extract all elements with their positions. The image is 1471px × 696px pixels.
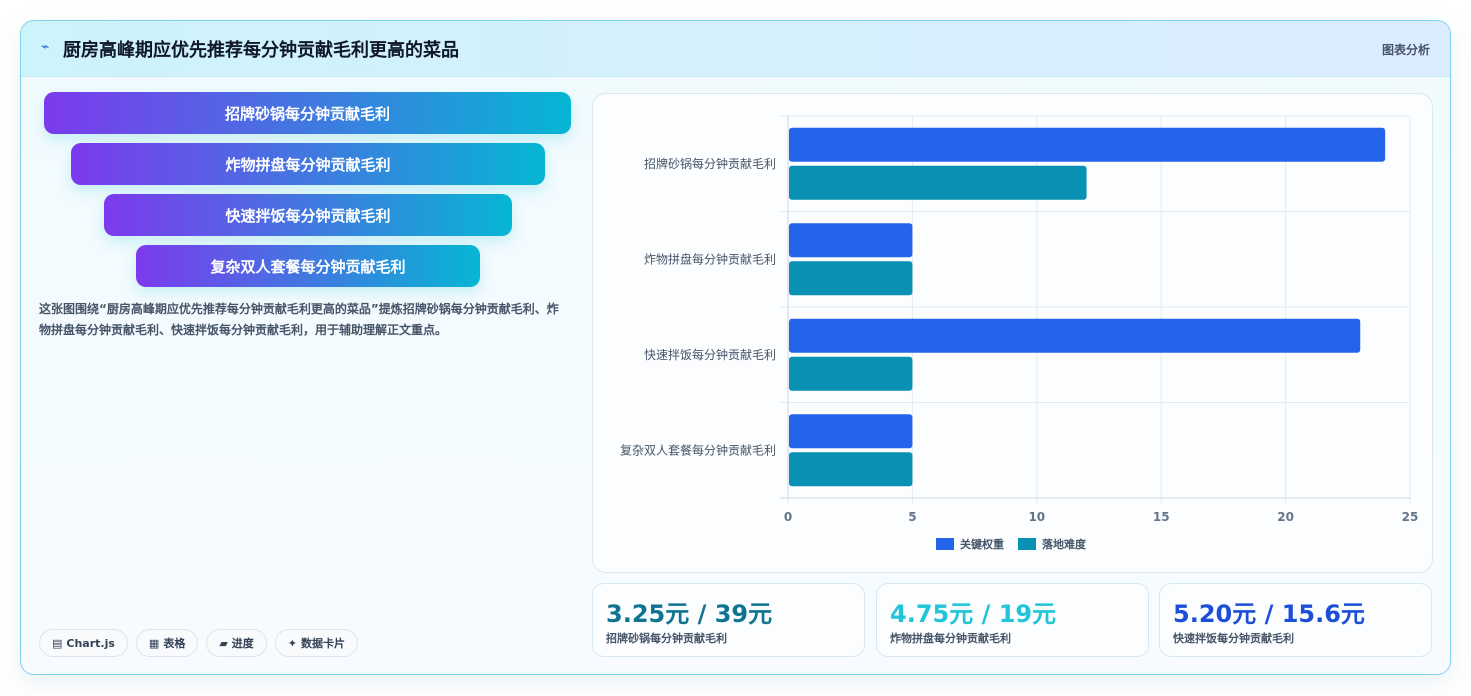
funnel-step-label: 炸物拼盘每分钟贡献毛利 — [225, 155, 391, 174]
stat-value: 4.75元 / 19元 — [890, 600, 1057, 628]
trend-icon: ⌁ — [41, 39, 50, 55]
legend-label: 落地难度 — [1042, 537, 1087, 551]
chart-panel: 0 5 10 15 20 25 招牌砂锅每分钟贡献毛利 炸物拼盘每分钟贡献毛利 快速拌饭每分钟贡… — [592, 93, 1433, 573]
funnel-step-label: 招牌砂锅每分钟贡献毛利 — [224, 104, 390, 123]
bar — [789, 318, 1361, 353]
y-tick-label: 招牌砂锅每分钟贡献毛利 — [644, 156, 776, 171]
bar — [789, 261, 913, 296]
x-tick-label: 10 — [1028, 510, 1045, 524]
chart-analysis-tag: 图表分析 — [1381, 43, 1430, 57]
legend-label: 关键权重 — [960, 537, 1004, 551]
pill-label: 进度 — [231, 637, 254, 650]
funnel-step: 快速拌饭每分钟贡献毛利 — [104, 194, 512, 236]
card-header: ⌁ 厨房高峰期应优先推荐每分钟贡献毛利更高的菜品 图表分析 — [21, 21, 1450, 77]
progress-icon: ▰ — [219, 636, 228, 650]
stat-value: 5.20元 / 15.6元 — [1173, 600, 1365, 628]
pill-label: 表格 — [163, 637, 186, 650]
page-title: 厨房高峰期应优先推荐每分钟贡献毛利更高的菜品 — [63, 40, 459, 61]
bar — [789, 127, 1386, 162]
x-tick-label: 20 — [1277, 510, 1294, 524]
bar — [789, 414, 913, 449]
chart-description: 这张图围绕“厨房高峰期应优先推荐每分钟贡献毛利更高的菜品”提炼招牌砂锅每分钟贡献… — [39, 302, 559, 337]
bar — [789, 165, 1087, 200]
pill-table[interactable]: ▦ 表格 — [135, 629, 199, 657]
y-tick-label: 复杂双人套餐每分钟贡献毛利 — [620, 442, 776, 457]
sparkle-icon: ✦ — [287, 636, 298, 650]
stat-card: 5.20元 / 15.6元 快速拌饭每分钟贡献毛利 — [1159, 583, 1432, 657]
funnel-step-label: 快速拌饭每分钟贡献毛利 — [225, 206, 391, 225]
y-tick-label: 快速拌饭每分钟贡献毛利 — [644, 347, 776, 362]
funnel-step-label: 复杂双人套餐每分钟贡献毛利 — [210, 257, 406, 276]
funnel-step: 招牌砂锅每分钟贡献毛利 — [44, 92, 571, 134]
legend-swatch — [936, 538, 954, 550]
pill-chartjs[interactable]: ▤ Chart.js — [39, 629, 128, 657]
funnel-step: 炸物拼盘每分钟贡献毛利 — [71, 143, 545, 185]
stat-label: 招牌砂锅每分钟贡献毛利 — [606, 632, 727, 645]
stat-label: 快速拌饭每分钟贡献毛利 — [1173, 632, 1294, 645]
pill-label: Chart.js — [66, 636, 115, 650]
stat-value: 3.25元 / 39元 — [606, 600, 773, 628]
table-icon: ▦ — [148, 636, 160, 650]
legend-swatch — [1018, 538, 1036, 550]
x-tick-label: 0 — [784, 510, 792, 524]
x-tick-label: 15 — [1153, 510, 1170, 524]
y-tick-label: 炸物拼盘每分钟贡献毛利 — [644, 251, 776, 266]
bar-chart: 0 5 10 15 20 25 招牌砂锅每分钟贡献毛利炸物拼盘每分钟贡献毛利快速拌饭每分钟贡… — [620, 115, 1419, 551]
bar — [789, 223, 913, 258]
stat-card: 3.25元 / 39元 招牌砂锅每分钟贡献毛利 — [592, 583, 865, 657]
bar — [789, 356, 913, 391]
stat-label: 炸物拼盘每分钟贡献毛利 — [890, 632, 1011, 645]
bar — [789, 452, 913, 487]
chart-icon: ▤ — [52, 636, 63, 650]
funnel-step: 复杂双人套餐每分钟贡献毛利 — [136, 245, 480, 287]
x-tick-label: 5 — [908, 510, 916, 524]
main-card: ⌁ 厨房高峰期应优先推荐每分钟贡献毛利更高的菜品 图表分析 招牌砂锅每分钟贡献毛… — [20, 20, 1451, 675]
stat-card: 4.75元 / 19元 炸物拼盘每分钟贡献毛利 — [876, 583, 1149, 657]
feature-pills: ▤ Chart.js ▦ 表格 ▰ 进度 ✦ 数据卡片 — [39, 629, 359, 657]
x-tick-label: 25 — [1402, 510, 1419, 524]
pill-data-card[interactable]: ✦ 数据卡片 — [274, 629, 359, 657]
pill-progress[interactable]: ▰ 进度 — [206, 629, 267, 657]
pill-label: 数据卡片 — [301, 637, 346, 650]
